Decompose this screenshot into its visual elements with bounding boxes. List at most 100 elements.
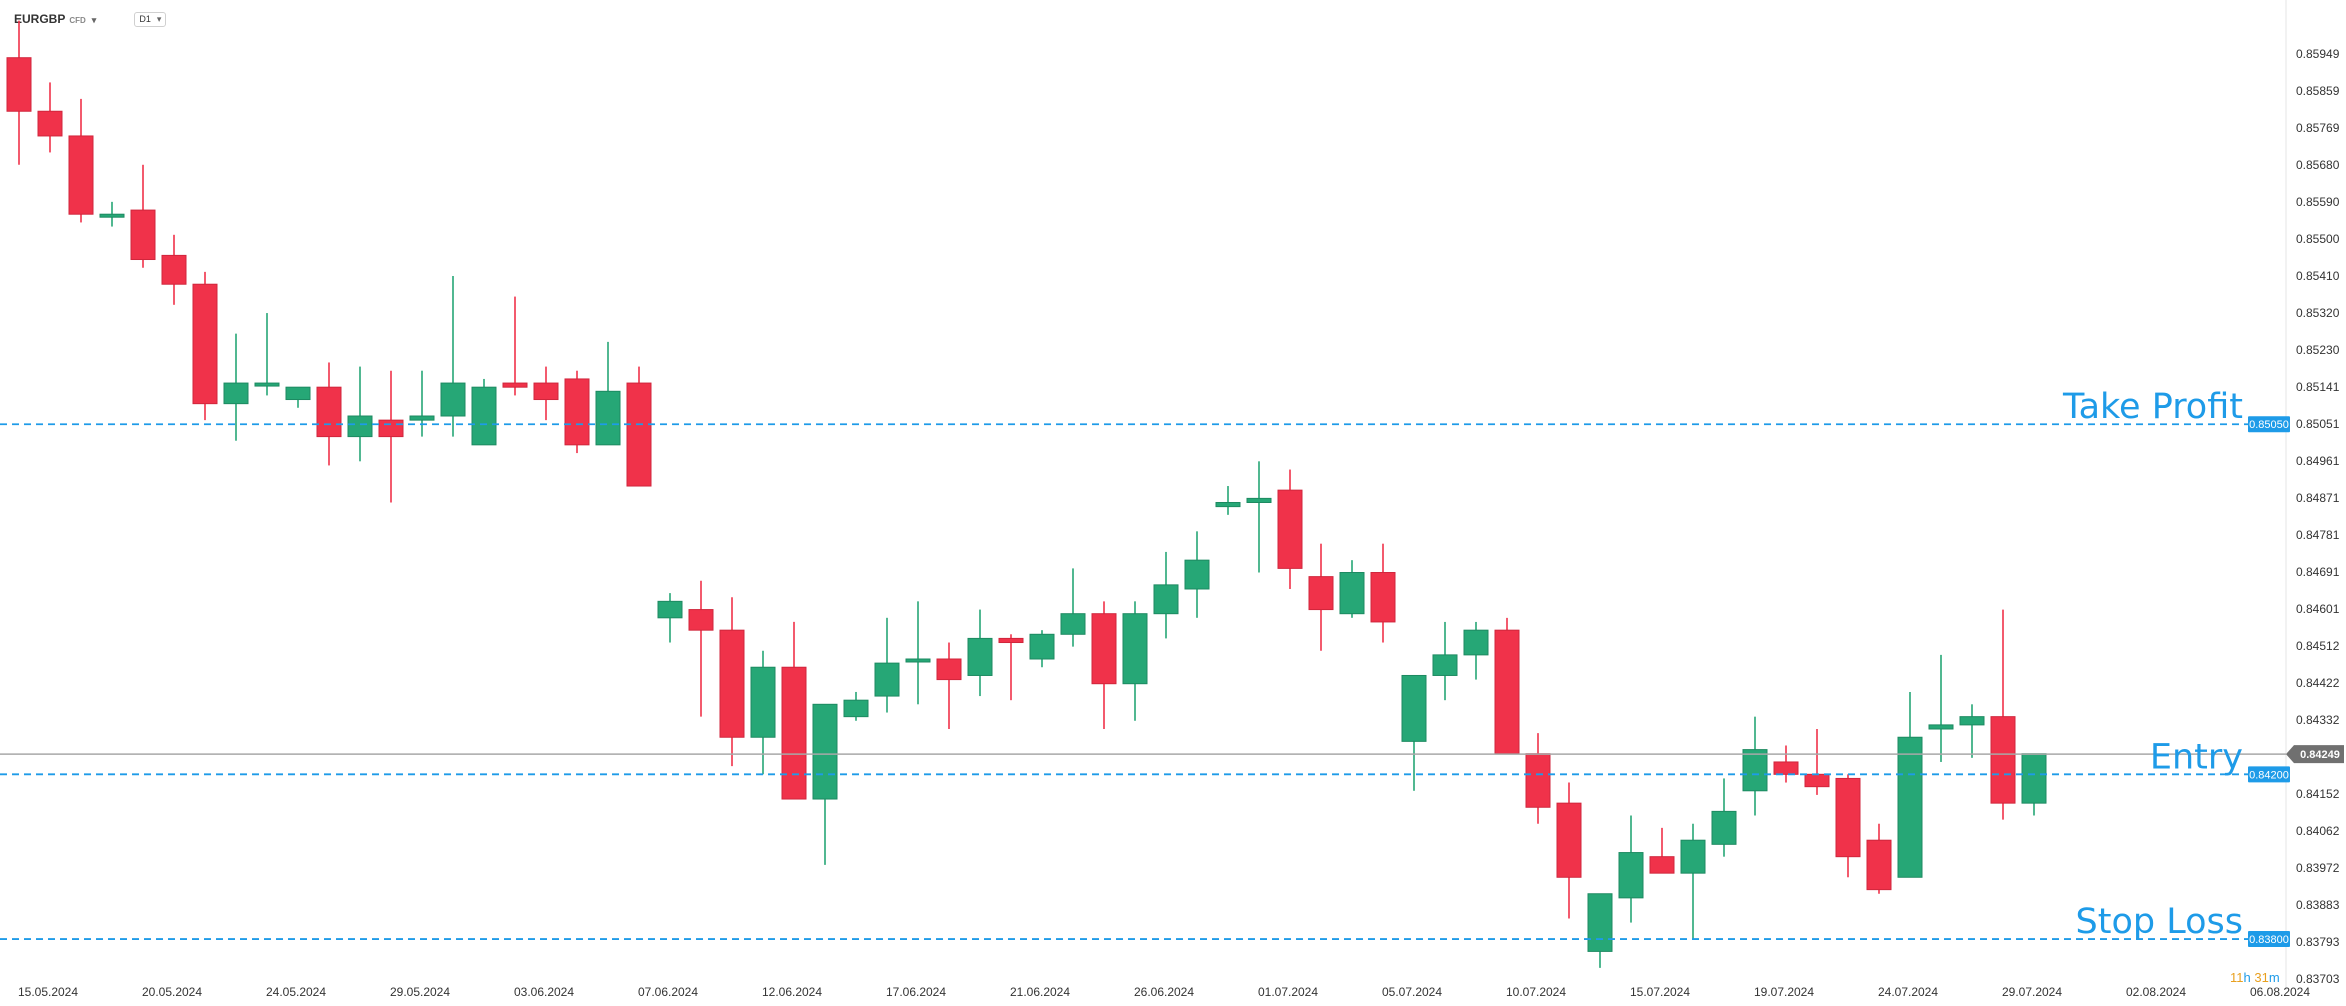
candle-body[interactable] xyxy=(1680,839,1706,874)
candle-body[interactable] xyxy=(1587,893,1613,952)
candle-body[interactable] xyxy=(1463,629,1489,656)
candle-body[interactable] xyxy=(874,662,900,697)
candle-body[interactable] xyxy=(1525,753,1551,808)
y-tick-label: 0.84601 xyxy=(2296,602,2340,616)
candle-body[interactable] xyxy=(409,415,435,421)
candle-body[interactable] xyxy=(99,213,125,218)
candle-body[interactable] xyxy=(37,110,63,137)
level-price-label: 0.84200 xyxy=(2249,769,2289,781)
candle-body[interactable] xyxy=(533,382,559,401)
candle-body[interactable] xyxy=(843,699,869,718)
candle-body[interactable] xyxy=(812,703,838,800)
x-tick-label: 15.05.2024 xyxy=(18,985,78,999)
x-tick-label: 03.06.2024 xyxy=(514,985,574,999)
candle-body[interactable] xyxy=(1401,674,1427,742)
candle-body[interactable] xyxy=(347,415,373,438)
level-price-label: 0.85050 xyxy=(2249,419,2289,431)
candle-body[interactable] xyxy=(719,629,745,738)
candle-body[interactable] xyxy=(1246,497,1272,503)
candle-body[interactable] xyxy=(688,609,714,631)
x-tick-label: 05.07.2024 xyxy=(1382,985,1442,999)
candle-body[interactable] xyxy=(1556,802,1582,878)
candle-body[interactable] xyxy=(1370,572,1396,623)
candle-body[interactable] xyxy=(6,57,32,112)
candle-body[interactable] xyxy=(316,386,342,438)
candle-body[interactable] xyxy=(130,209,156,261)
candle-body[interactable] xyxy=(1804,773,1830,788)
candle-body[interactable] xyxy=(1990,716,2016,804)
y-tick-label: 0.84961 xyxy=(2296,454,2340,468)
x-tick-label: 02.08.2024 xyxy=(2126,985,2186,999)
candle-body[interactable] xyxy=(1897,736,1923,878)
candle-body[interactable] xyxy=(1773,761,1799,775)
candle-body[interactable] xyxy=(1711,810,1737,845)
candle-body[interactable] xyxy=(471,386,497,446)
candle-body[interactable] xyxy=(378,419,404,438)
level-price-tag xyxy=(2248,766,2290,783)
candle-body[interactable] xyxy=(1060,613,1086,635)
candle-body[interactable] xyxy=(626,382,652,487)
y-tick-label: 0.83793 xyxy=(2296,935,2340,949)
candle-body[interactable] xyxy=(564,378,590,446)
candle-body[interactable] xyxy=(440,382,466,417)
candle-body[interactable] xyxy=(254,382,280,387)
candle-body[interactable] xyxy=(657,600,683,619)
symbol-selector[interactable]: EURGBP CFD ▾ xyxy=(14,12,96,26)
y-tick-label: 0.84512 xyxy=(2296,639,2340,653)
x-tick-label: 07.06.2024 xyxy=(638,985,698,999)
level-price-tag xyxy=(2248,416,2290,433)
level-name-label: Entry xyxy=(2150,737,2243,777)
candle-body[interactable] xyxy=(1928,724,1954,730)
candle-body[interactable] xyxy=(223,382,249,405)
candle-body[interactable] xyxy=(1029,633,1055,660)
candle-body[interactable] xyxy=(905,658,931,663)
x-tick-label: 20.05.2024 xyxy=(142,985,202,999)
candle-body[interactable] xyxy=(1649,856,1675,874)
candle-body[interactable] xyxy=(1742,749,1768,792)
candle-body[interactable] xyxy=(1835,777,1861,858)
y-tick-label: 0.85949 xyxy=(2296,47,2340,61)
y-tick-label: 0.85680 xyxy=(2296,158,2340,172)
candle-body[interactable] xyxy=(595,390,621,446)
x-tick-label: 06.08.2024 xyxy=(2250,985,2310,999)
candle-body[interactable] xyxy=(1122,613,1148,685)
candle-body[interactable] xyxy=(936,658,962,681)
candle-body[interactable] xyxy=(1866,839,1892,891)
candle-body[interactable] xyxy=(68,135,94,215)
candle-body[interactable] xyxy=(1215,501,1241,508)
caret-down-icon[interactable]: ▾ xyxy=(91,15,97,25)
y-tick-label: 0.85320 xyxy=(2296,306,2340,320)
x-tick-label: 10.07.2024 xyxy=(1506,985,1566,999)
y-tick-label: 0.85410 xyxy=(2296,269,2340,283)
candle-body[interactable] xyxy=(502,382,528,388)
candle-body[interactable] xyxy=(750,666,776,738)
candle-body[interactable] xyxy=(1432,654,1458,676)
caret-down-icon[interactable]: ▾ xyxy=(156,13,162,24)
y-tick-label: 0.85051 xyxy=(2296,417,2340,431)
candle-body[interactable] xyxy=(967,637,993,676)
candle-body[interactable] xyxy=(192,283,218,405)
candle-body[interactable] xyxy=(1308,576,1334,611)
x-tick-label: 29.05.2024 xyxy=(390,985,450,999)
chart-toolbar: EURGBP CFD ▾ D1 ▾ xyxy=(14,8,167,30)
candle-body[interactable] xyxy=(781,666,807,800)
candle-body[interactable] xyxy=(1277,489,1303,569)
y-tick-label: 0.85859 xyxy=(2296,84,2340,98)
candle-body[interactable] xyxy=(161,254,187,285)
candle-body[interactable] xyxy=(2021,753,2047,804)
candle-body[interactable] xyxy=(1618,852,1644,899)
candle-body[interactable] xyxy=(1184,559,1210,590)
candle-body[interactable] xyxy=(1959,716,1985,726)
candle-body[interactable] xyxy=(1153,584,1179,615)
candle-body[interactable] xyxy=(1091,613,1117,685)
x-tick-label: 17.06.2024 xyxy=(886,985,946,999)
candle-body[interactable] xyxy=(1494,629,1520,755)
candle-body[interactable] xyxy=(285,386,311,401)
y-tick-label: 0.84871 xyxy=(2296,491,2340,505)
timeframe-selector[interactable]: D1 ▾ xyxy=(134,11,167,27)
x-tick-label: 01.07.2024 xyxy=(1258,985,1318,999)
candle-body[interactable] xyxy=(1339,572,1365,615)
candle-countdown: 11h 31m xyxy=(2230,970,2280,985)
candle-body[interactable] xyxy=(998,637,1024,644)
